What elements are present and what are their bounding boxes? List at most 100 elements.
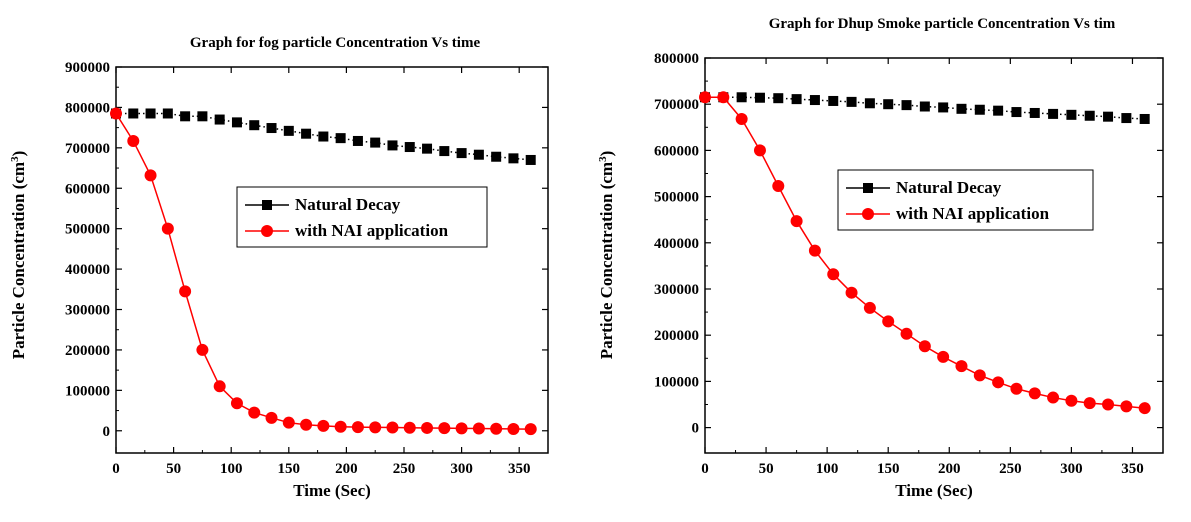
data-point-natural-decay <box>956 103 967 114</box>
data-point-nai <box>490 422 503 435</box>
data-point-nai <box>900 327 913 340</box>
legend-marker-square <box>262 200 272 210</box>
y-tick-label: 300000 <box>65 303 110 319</box>
y-tick-label: 800000 <box>654 51 699 67</box>
data-point-natural-decay <box>1139 113 1150 124</box>
data-point-nai <box>845 286 858 299</box>
data-point-nai <box>455 422 468 435</box>
data-point-nai <box>386 421 399 434</box>
y-axis-label: Particle Concentration (cm3) <box>9 151 28 360</box>
x-tick-label: 250 <box>393 461 416 477</box>
x-tick-label: 300 <box>1060 461 1083 477</box>
data-point-natural-decay <box>231 117 242 128</box>
series-line-nai <box>115 113 531 430</box>
y-tick-label: 400000 <box>65 262 110 278</box>
data-point-nai <box>196 343 209 356</box>
plot-frame <box>704 57 1164 454</box>
chart-title: Graph for fog particle Concentration Vs … <box>190 35 481 51</box>
y-tick-label: 600000 <box>65 181 110 197</box>
y-tick-label: 500000 <box>65 222 110 238</box>
plot-frame <box>115 66 549 454</box>
series-line-nai <box>705 96 1145 409</box>
data-point-nai <box>992 376 1005 389</box>
legend-label: Natural Decay <box>295 195 401 214</box>
data-point-nai <box>790 215 803 228</box>
y-axis-label-superscript: 3 <box>9 156 21 162</box>
y-tick-label: 800000 <box>65 100 110 116</box>
data-point-nai <box>110 107 122 120</box>
data-point-natural-decay <box>197 111 208 122</box>
legend-box <box>236 186 488 248</box>
data-point-natural-decay <box>1103 111 1114 122</box>
y-tick-label: 400000 <box>654 236 699 252</box>
data-point-nai <box>937 350 950 363</box>
data-point-nai <box>955 360 968 373</box>
data-point-nai <box>507 422 520 435</box>
x-tick-label: 100 <box>220 461 243 477</box>
data-point-natural-decay <box>525 154 536 165</box>
x-axis-label: Time (Sec) <box>895 481 973 500</box>
data-point-natural-decay <box>352 135 363 146</box>
y-tick-label: 300000 <box>654 282 699 298</box>
data-point-natural-decay <box>754 92 765 103</box>
data-point-nai <box>1120 400 1133 413</box>
y-tick-label: 0 <box>692 421 700 437</box>
y-tick-label: 200000 <box>65 343 110 359</box>
legend-marker-circle <box>862 208 874 220</box>
dhup-smoke-chart: Graph for Dhup Smoke particle Concentrat… <box>597 16 1164 500</box>
x-tick-label: 100 <box>816 461 839 477</box>
data-point-natural-decay <box>508 153 519 164</box>
legend-label: with NAI application <box>295 221 449 240</box>
data-point-nai <box>144 169 157 182</box>
data-point-nai <box>161 222 174 235</box>
data-point-natural-decay <box>301 128 312 139</box>
data-point-nai <box>1010 382 1023 395</box>
x-tick-label: 350 <box>1121 461 1144 477</box>
y-tick-label: 700000 <box>654 97 699 113</box>
data-point-natural-decay <box>1011 107 1022 118</box>
data-point-natural-decay <box>828 95 839 106</box>
data-point-nai <box>265 411 278 424</box>
data-point-natural-decay <box>249 120 260 131</box>
x-tick-label: 200 <box>335 461 358 477</box>
data-point-natural-decay <box>456 148 467 159</box>
data-point-natural-decay <box>846 96 857 107</box>
data-point-nai <box>127 134 140 147</box>
y-tick-label: 200000 <box>654 328 699 344</box>
data-point-natural-decay <box>938 102 949 113</box>
data-point-natural-decay <box>791 94 802 105</box>
data-point-natural-decay <box>128 108 139 119</box>
data-point-nai <box>1083 397 1096 410</box>
data-point-natural-decay <box>387 140 398 151</box>
x-tick-label: 0 <box>701 461 709 477</box>
data-point-natural-decay <box>1048 108 1059 119</box>
data-point-natural-decay <box>370 137 381 148</box>
data-point-nai <box>735 112 748 125</box>
y-tick-label: 100000 <box>654 374 699 390</box>
data-point-nai <box>699 91 711 104</box>
data-point-nai <box>1028 387 1041 400</box>
data-point-natural-decay <box>404 142 415 153</box>
data-point-natural-decay <box>773 93 784 104</box>
y-tick-label: 0 <box>103 424 111 440</box>
y-axis-label-close: ) <box>597 151 616 157</box>
data-point-nai <box>282 416 295 429</box>
legend-marker-circle <box>261 225 273 237</box>
y-axis-label-text: Particle Concentration (cm <box>597 162 616 359</box>
x-axis-label: Time (Sec) <box>293 481 371 500</box>
data-point-natural-decay <box>993 105 1004 116</box>
data-point-natural-decay <box>214 114 225 125</box>
legend-box <box>837 169 1094 231</box>
data-point-nai <box>772 179 785 192</box>
data-point-nai <box>973 369 986 382</box>
y-axis-label-text: Particle Concentration (cm <box>9 162 28 359</box>
fog-chart: Graph for fog particle Concentration Vs … <box>9 35 549 500</box>
data-point-nai <box>230 397 243 410</box>
data-point-natural-decay <box>162 108 173 119</box>
data-point-nai <box>300 418 313 431</box>
data-point-nai <box>753 144 766 157</box>
data-point-nai <box>369 421 382 434</box>
x-tick-label: 50 <box>166 461 181 477</box>
chart-title: Graph for Dhup Smoke particle Concentrat… <box>769 16 1116 32</box>
